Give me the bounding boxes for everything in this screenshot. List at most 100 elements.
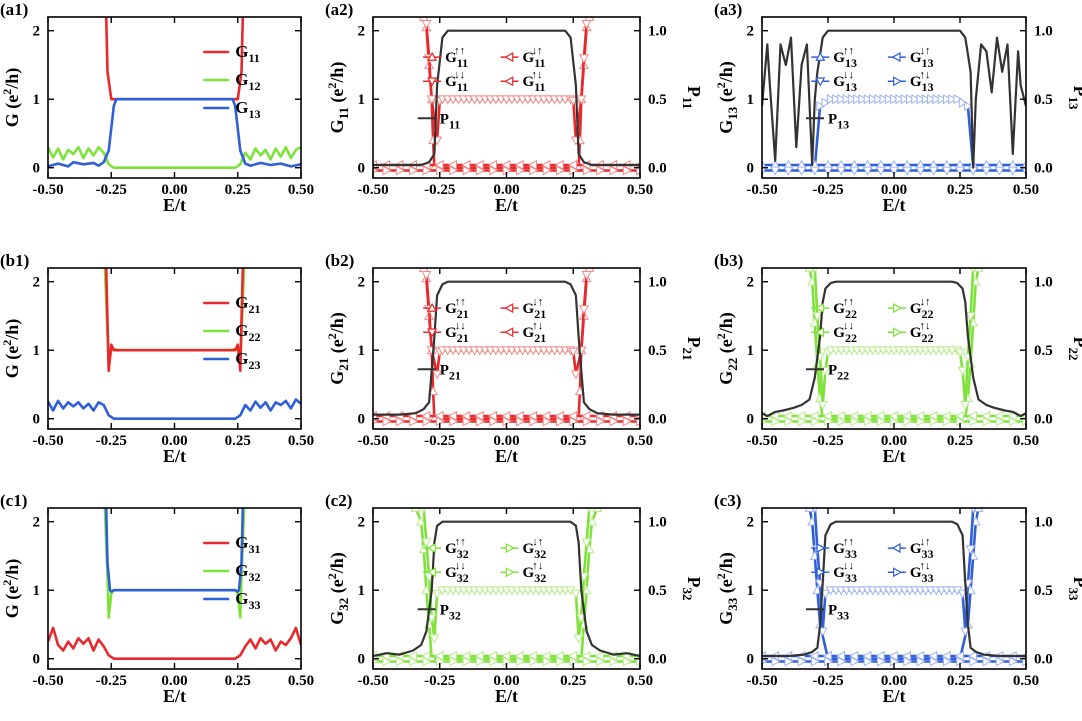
x-axis-label: E/t	[495, 195, 518, 215]
data-point	[501, 410, 511, 422]
data-point	[973, 268, 984, 272]
legend-entry-p: P13	[806, 111, 849, 131]
data-point	[965, 545, 976, 555]
legend-swatch-marker	[815, 327, 825, 338]
data-point	[821, 97, 831, 108]
data-point	[447, 650, 457, 662]
legend-entry: G22↓↑	[887, 296, 934, 321]
data-point	[849, 650, 859, 662]
data-point	[1020, 159, 1026, 169]
data-point	[901, 410, 912, 422]
series-line	[808, 268, 980, 421]
data-point	[929, 416, 939, 427]
legend-label: P13	[828, 111, 849, 131]
y-tick-label: 2	[33, 515, 41, 531]
legend-entry: G13↑↑	[811, 45, 857, 70]
data-point	[820, 589, 831, 599]
y-tick-label: 1	[33, 583, 41, 599]
data-point	[421, 270, 432, 281]
legend-swatch-marker	[427, 328, 438, 338]
data-point	[902, 166, 913, 176]
data-point	[596, 416, 606, 427]
legend-entry: G22	[203, 321, 260, 344]
panel-label: (b1)	[0, 251, 29, 270]
legend-label: P11	[440, 111, 461, 131]
legend-label: G21	[235, 293, 260, 316]
data-point	[462, 656, 472, 667]
y-tick-label: 2	[358, 275, 366, 291]
data-point	[432, 370, 443, 380]
plot-frame	[47, 507, 302, 670]
panel-b1: (b1) -0.50 -0.25 0.00 0.25 0.50 E/t 0 1 2 G (e2/h)…	[0, 251, 314, 466]
legend-entry: G13↑↓	[887, 69, 934, 94]
data-point	[487, 159, 498, 171]
data-point	[875, 410, 885, 422]
data-point	[874, 94, 884, 105]
data-point	[954, 166, 966, 176]
data-point	[568, 650, 578, 662]
data-point	[957, 366, 968, 376]
data-point	[556, 416, 566, 427]
data-point	[594, 650, 604, 662]
data-point	[928, 410, 938, 422]
panel-label: (b3)	[714, 251, 743, 270]
series-line	[103, 508, 246, 619]
legend-entry: G13↓↑	[887, 45, 934, 70]
series-line	[48, 97, 301, 168]
data-point	[489, 165, 499, 176]
data-point	[835, 410, 846, 422]
data-point	[903, 656, 913, 667]
data-point	[554, 159, 564, 171]
data-point	[1008, 416, 1019, 427]
y2-tick-label: 1.0	[1034, 275, 1053, 291]
legend-swatch-marker	[504, 303, 514, 314]
data-point	[807, 516, 818, 526]
data-point	[422, 656, 432, 667]
x-tick-label: 0.00	[493, 182, 519, 198]
data-point	[447, 159, 457, 171]
x-tick-label: -0.50	[746, 182, 777, 198]
data-point	[981, 410, 991, 422]
legend-entry: G22↑↓	[887, 320, 934, 345]
data-point	[395, 416, 405, 427]
legend-swatch-marker	[816, 543, 826, 554]
x-tick-label: 0.00	[161, 182, 187, 198]
panel-label: (a3)	[714, 0, 742, 19]
x-tick-label: -0.50	[357, 433, 388, 449]
data-point	[554, 650, 564, 662]
data-point	[622, 165, 632, 176]
data-point	[1007, 166, 1018, 176]
data-point	[542, 416, 552, 427]
data-point	[849, 410, 859, 422]
legend-entry: G22↓↓	[811, 320, 857, 345]
data-point	[928, 650, 938, 662]
legend-label: G22↑↓	[910, 320, 934, 345]
plot-area	[762, 508, 1026, 667]
data-point	[527, 159, 538, 171]
data-point	[582, 416, 592, 427]
x-tick-label: -0.25	[812, 182, 843, 198]
data-point	[529, 656, 539, 667]
data-point	[862, 410, 872, 422]
data-point	[927, 94, 937, 105]
y2-tick-label: 0.5	[648, 92, 667, 108]
y2-tick-label: 0.0	[648, 412, 667, 428]
plot-area	[373, 268, 640, 427]
data-point	[581, 538, 592, 548]
data-point	[581, 19, 592, 30]
data-point	[796, 410, 806, 422]
series-line	[104, 508, 245, 593]
data-point	[542, 656, 552, 667]
y-tick-label: 1	[33, 343, 41, 359]
x-tick-label: -0.50	[32, 433, 63, 449]
data-point	[762, 159, 768, 169]
data-point	[849, 166, 860, 176]
data-point	[609, 416, 619, 427]
legend-label: G13↑↑	[833, 45, 857, 70]
data-point	[967, 410, 978, 422]
data-point	[426, 95, 437, 105]
y-axis-label: G32 (e2/h)	[325, 552, 351, 625]
data-point	[582, 165, 592, 176]
data-point	[554, 410, 564, 422]
